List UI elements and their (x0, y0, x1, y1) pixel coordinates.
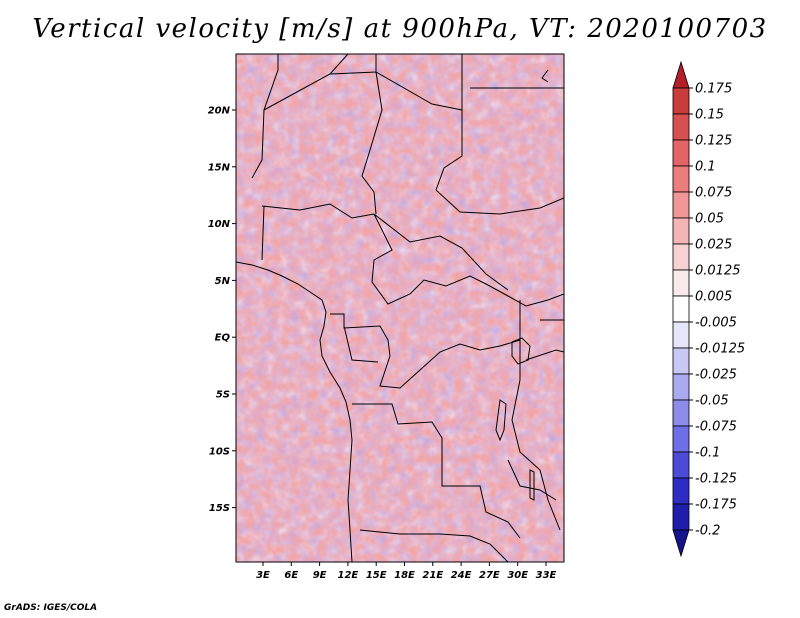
map-boundaries (236, 54, 564, 562)
colorbar-swatch (672, 87, 690, 115)
colorbar-swatch (672, 477, 690, 505)
colorbar-swatch (672, 399, 690, 427)
lon-label: 21E (422, 570, 443, 581)
colorbar-label: -0.025 (695, 368, 737, 383)
colorbar-label: 0.075 (695, 186, 732, 201)
map-plot-area (236, 54, 564, 562)
colorbar-swatch (672, 295, 690, 323)
colorbar-swatch (672, 243, 690, 271)
colorbar-label: 0.15 (695, 108, 724, 123)
colorbar-swatch (672, 165, 690, 193)
colorbar-swatch (672, 425, 690, 453)
lon-label: 30E (507, 570, 528, 581)
lon-label: 6E (284, 570, 298, 581)
lake-tanganyika (495, 399, 507, 442)
map-title: Vertical velocity [m/s] at 900hPa, VT: 2… (32, 14, 768, 44)
lat-label: 15N (208, 162, 231, 173)
colorbar-label: -0.125 (695, 472, 737, 487)
latitude-axis: 20N 15N 10N 5N EQ 5S 10S 15S (208, 106, 236, 514)
colorbar-label: 0.1 (695, 160, 716, 175)
lon-label: 24E (451, 570, 472, 581)
lat-label: 20N (208, 106, 231, 117)
colorbar-swatch (672, 217, 690, 245)
map-frame (235, 53, 565, 563)
colorbar-swatch (672, 503, 690, 531)
colorbar-swatch (672, 113, 690, 141)
grads-credit: GrADS: IGES/COLA (4, 603, 98, 613)
lat-label: EQ (215, 333, 231, 344)
lon-label: 27E (479, 570, 500, 581)
colorbar-label: -0.0125 (695, 342, 745, 357)
colorbar-label: 0.125 (695, 134, 732, 149)
colorbar-label: 0.0125 (695, 264, 741, 279)
colorbar-swatch (672, 347, 690, 375)
colorbar-label: -0.1 (695, 446, 720, 461)
lat-label: 10S (209, 446, 230, 457)
lon-label: 3E (256, 570, 270, 581)
colorbar-label: -0.2 (695, 524, 720, 539)
colorbar-label: -0.175 (695, 498, 737, 513)
lat-label: 15S (209, 503, 230, 514)
lat-label: 5S (216, 390, 230, 401)
colorbar-label: 0.025 (695, 238, 732, 253)
lon-label: 12E (338, 570, 359, 581)
lon-label: 15E (366, 570, 387, 581)
lake-victoria (511, 337, 531, 365)
colorbar-label: 0.05 (695, 212, 724, 227)
colorbar-swatch (672, 191, 690, 219)
colorbar-label: -0.075 (695, 420, 737, 435)
colorbar-swatch (672, 321, 690, 349)
colorbar-swatch (672, 139, 690, 167)
lat-label: 10N (208, 219, 231, 230)
lon-label: 18E (394, 570, 415, 581)
lon-label: 33E (536, 570, 557, 581)
colorbar-label: -0.05 (695, 394, 729, 409)
colorbar: 0.175 0.15 0.125 0.1 0.075 0.05 0.025 0.0125 0.0… (672, 60, 745, 558)
colorbar-top-arrow (672, 60, 690, 89)
colorbar-swatch (672, 269, 690, 297)
colorbar-label: -0.005 (695, 316, 737, 331)
lat-label: 5N (215, 276, 231, 287)
coastline (236, 261, 353, 562)
colorbar-bottom-arrow (672, 529, 690, 558)
lake-malawi (529, 469, 535, 501)
colorbar-swatch (672, 373, 690, 401)
velocity-field (236, 54, 564, 562)
longitude-axis: 3E 6E 9E 12E 15E 18E 21E 24E 27E 30E 33E (256, 562, 557, 581)
colorbar-label: 0.005 (695, 290, 732, 305)
country-borders (251, 54, 564, 562)
colorbar-swatch (672, 451, 690, 479)
colorbar-label: 0.175 (695, 82, 732, 97)
lon-label: 9E (313, 570, 327, 581)
